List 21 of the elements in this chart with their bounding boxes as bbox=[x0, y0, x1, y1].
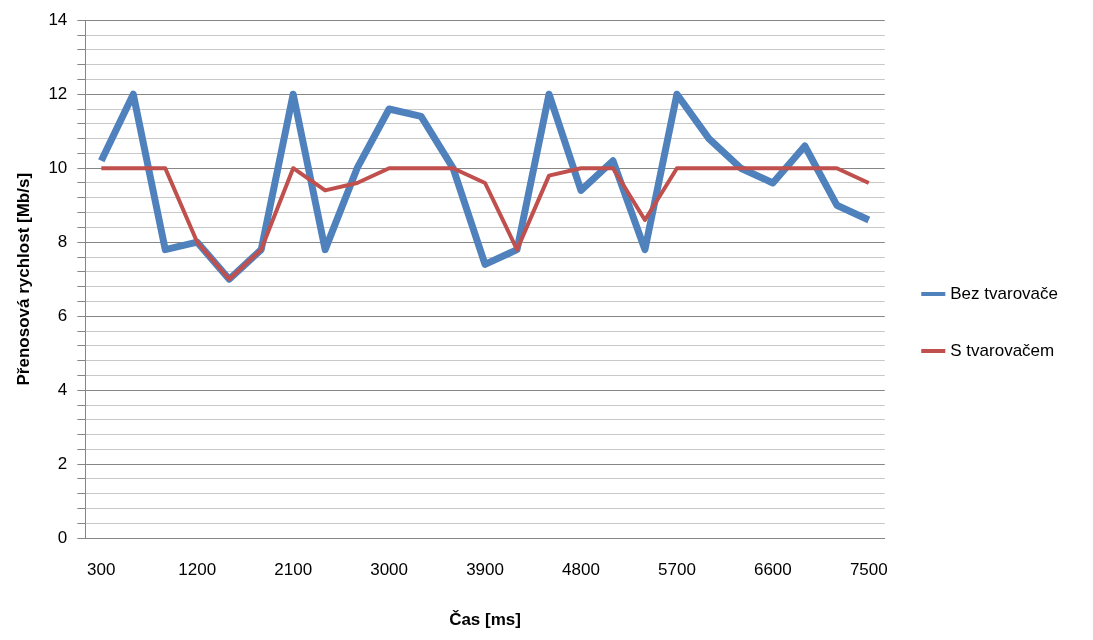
x-tick-label: 7500 bbox=[849, 560, 888, 580]
y-tick-label: 12 bbox=[48, 83, 68, 103]
y-tick-label: 10 bbox=[48, 157, 68, 177]
y-axis-title: Přenosová rychlost [Mb/s] bbox=[13, 172, 33, 386]
y-tick-label: 0 bbox=[57, 527, 68, 547]
y-tick-label: 4 bbox=[57, 379, 68, 399]
x-tick-label: 6600 bbox=[753, 560, 792, 580]
x-tick-label: 1200 bbox=[178, 560, 217, 580]
x-tick-label: 3000 bbox=[370, 560, 409, 580]
x-tick-label: 4800 bbox=[562, 560, 600, 580]
y-tick-label: 2 bbox=[57, 453, 68, 473]
y-tick-label: 8 bbox=[57, 231, 68, 251]
x-tick-label: 300 bbox=[87, 560, 116, 580]
x-tick-label: 5700 bbox=[658, 560, 696, 580]
legend-label: Bez tvarovače bbox=[950, 283, 1059, 303]
x-tick-label: 2100 bbox=[274, 560, 313, 580]
y-tick-label: 6 bbox=[57, 305, 68, 325]
legend-label: S tvarovačem bbox=[950, 340, 1055, 360]
y-tick-label: 14 bbox=[48, 9, 68, 29]
x-tick-label: 3900 bbox=[466, 560, 504, 580]
x-axis-title: Čas [ms] bbox=[449, 610, 521, 630]
